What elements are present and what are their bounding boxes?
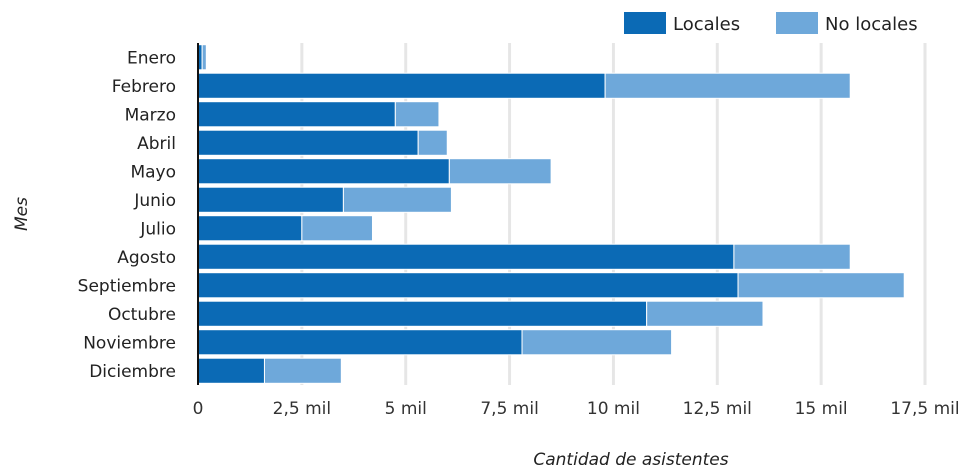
y-tick-label: Agosto <box>117 248 176 268</box>
bar-no-locales <box>201 44 207 71</box>
x-axis-tick-labels: 0 2,5 mil 5 mil 7,5 mil 10 mil 12,5 mil 15 mil… <box>193 399 960 419</box>
y-tick-label: Octubre <box>108 305 176 325</box>
y-tick-label: Diciembre <box>89 362 176 382</box>
bar-no-locales <box>448 158 552 185</box>
bar-no-locales <box>646 300 764 327</box>
bar-no-locales <box>342 186 452 213</box>
x-tick-label: 5 mil <box>385 399 427 419</box>
bar-locales <box>197 300 648 327</box>
x-tick-label: 10 mil <box>587 399 640 419</box>
bar-locales <box>197 186 344 213</box>
legend-swatch-locales <box>624 12 666 34</box>
y-tick-label: Abril <box>137 134 176 154</box>
x-tick-label: 12,5 mil <box>683 399 752 419</box>
y-tick-label: Septiembre <box>78 276 176 296</box>
bar-no-locales <box>301 215 373 242</box>
bar-locales <box>197 129 419 156</box>
y-axis-tick-labels: Enero Febrero Marzo Abril Mayo Junio Julio Agos… <box>78 48 176 382</box>
bar-no-locales <box>394 101 440 128</box>
x-tick-label: 2,5 mil <box>273 399 331 419</box>
y-tick-label: Febrero <box>112 77 176 97</box>
bar-locales <box>197 158 450 185</box>
legend: Locales No locales <box>624 12 918 35</box>
bar-locales <box>197 243 735 270</box>
y-tick-label: Junio <box>133 191 176 211</box>
bar-no-locales <box>604 72 851 99</box>
bar-no-locales <box>263 357 342 384</box>
bar-locales <box>197 101 396 128</box>
bar-no-locales <box>417 129 448 156</box>
x-tick-label: 17,5 mil <box>890 399 959 419</box>
bar-locales <box>197 329 523 356</box>
bar-locales <box>197 272 739 299</box>
y-axis-title: Mes <box>12 197 32 231</box>
x-tick-label: 15 mil <box>795 399 848 419</box>
bar-locales <box>197 357 265 384</box>
bar-locales <box>197 72 606 99</box>
x-axis-title: Cantidad de asistentes <box>533 450 728 467</box>
y-tick-label: Noviembre <box>83 333 176 353</box>
gridlines <box>300 43 927 385</box>
bar-no-locales <box>733 243 851 270</box>
y-tick-label: Enero <box>127 48 176 68</box>
legend-label-no-locales: No locales <box>825 14 918 35</box>
bar-no-locales <box>737 272 905 299</box>
y-tick-label: Mayo <box>130 162 176 182</box>
legend-swatch-no-locales <box>776 12 818 34</box>
bar-locales <box>197 215 303 242</box>
legend-label-locales: Locales <box>673 14 740 35</box>
bars <box>197 44 905 384</box>
bar-no-locales <box>521 329 673 356</box>
x-tick-label: 7,5 mil <box>480 399 538 419</box>
y-tick-label: Julio <box>139 219 176 239</box>
x-tick-label: 0 <box>193 399 204 419</box>
y-tick-label: Marzo <box>125 105 176 125</box>
